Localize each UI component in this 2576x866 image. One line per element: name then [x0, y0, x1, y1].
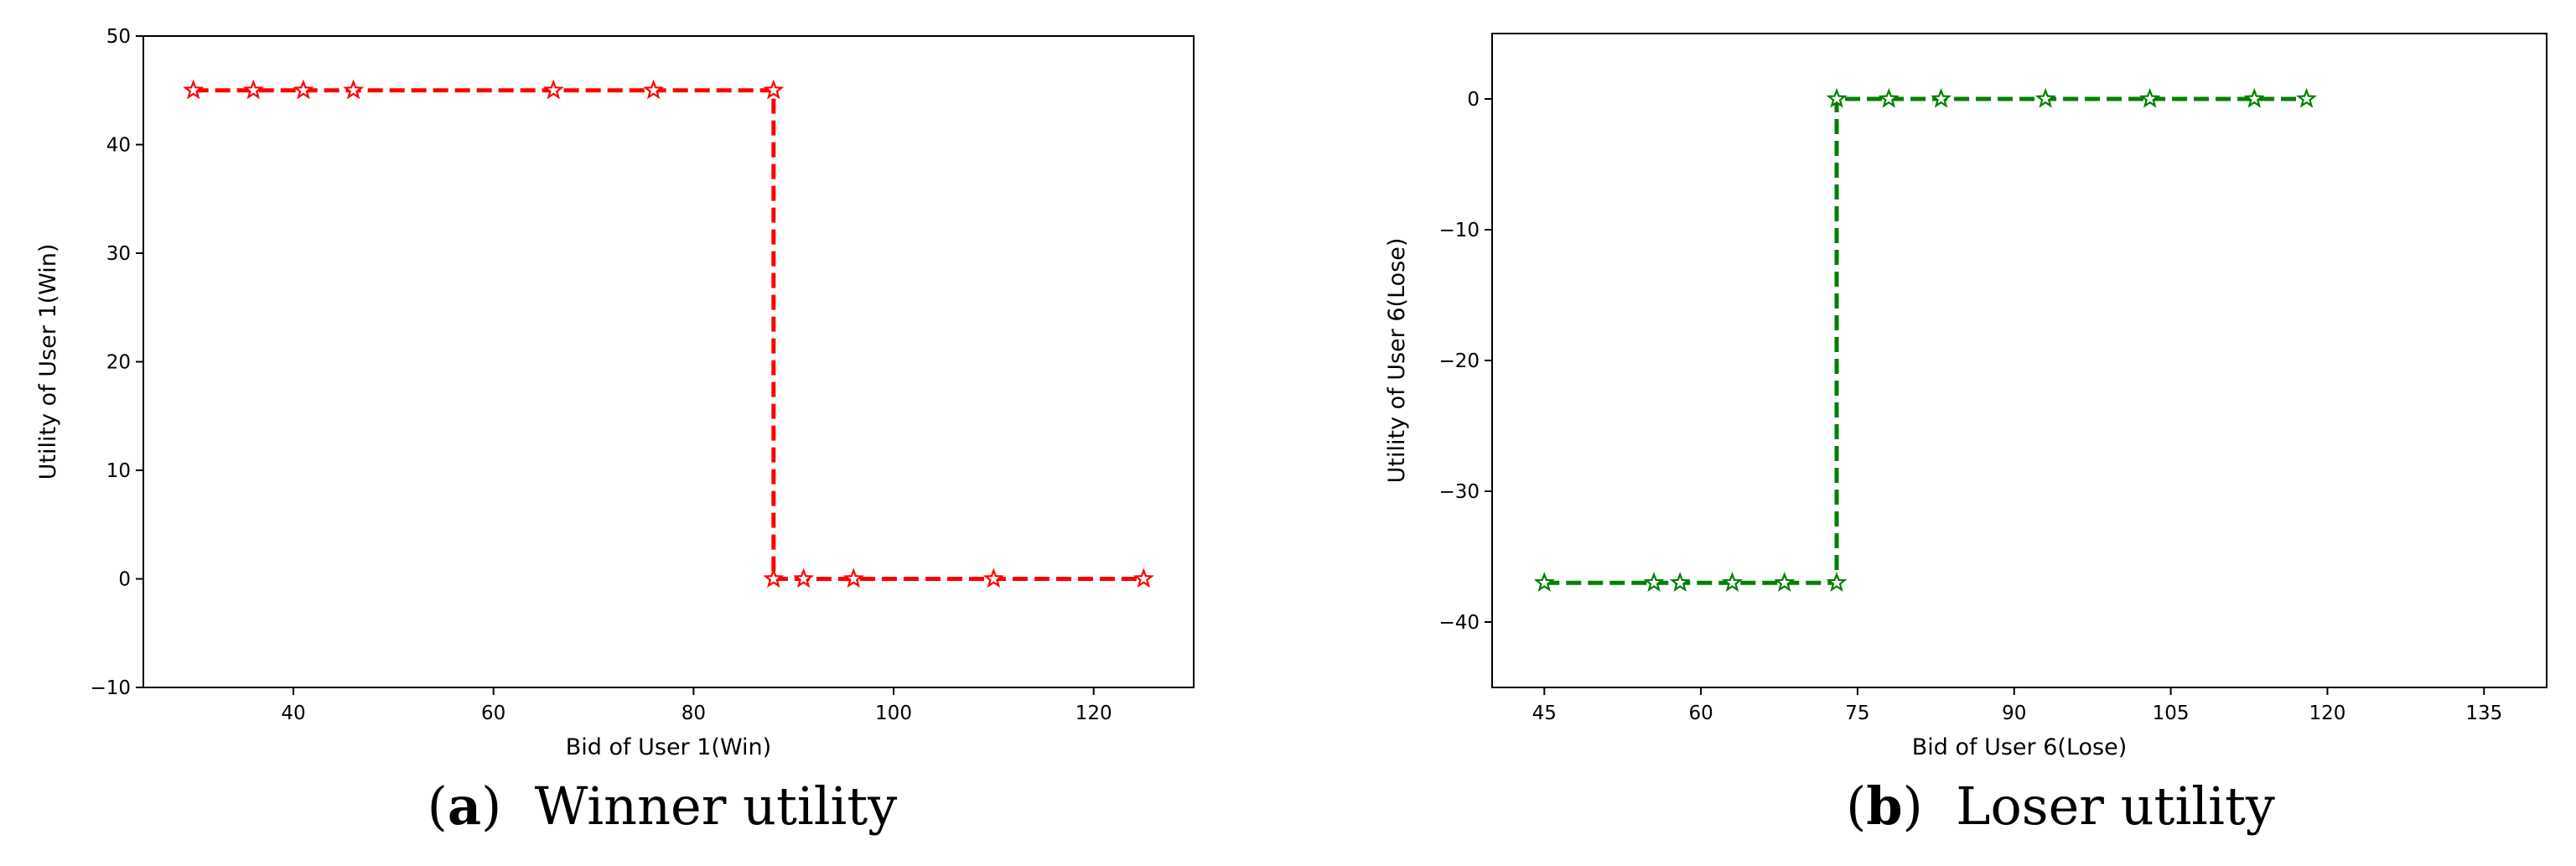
data-point-star [542, 79, 564, 100]
y-tick-label: 20 [106, 352, 131, 374]
data-point-star [2243, 87, 2265, 108]
y-tick-label: 0 [1467, 89, 1480, 111]
y-tick-label: −40 [1438, 612, 1480, 634]
chart-a: 40 60 80 100 120 −10 0 10 20 30 40 50 Bid of User 1(… [35, 26, 1195, 760]
x-tick-label: 40 [281, 703, 305, 724]
data-point-star [1774, 572, 1796, 592]
data-point-star [2296, 87, 2318, 108]
data-point-star [2139, 87, 2161, 108]
y-axis-label: Utility of User 6(Lose) [1384, 238, 1410, 484]
data-point-star [1133, 568, 1154, 589]
data-point-star [2034, 87, 2056, 108]
data-point-star [763, 79, 785, 100]
y-tick-label: 30 [106, 243, 131, 265]
data-point-star [1669, 572, 1691, 592]
x-tick-label: 100 [875, 703, 912, 724]
data-point-star [1826, 87, 1848, 108]
x-tick-label: 75 [1845, 703, 1869, 724]
data-point-star [1721, 572, 1743, 592]
y-tick-label: 50 [106, 26, 131, 48]
x-tick-label: 120 [2309, 703, 2345, 724]
x-tick-label: 105 [2153, 703, 2190, 724]
y-tick-label: 0 [118, 569, 131, 591]
data-point-star [1878, 87, 1900, 108]
data-point-star [763, 568, 785, 589]
chart-b: 45 60 75 90 105 120 135 −40 −30 −20 −10 0 Bid of Use… [1384, 33, 2547, 760]
data-point-star [183, 79, 205, 100]
plot-frame [143, 35, 1195, 688]
x-axis-label: Bid of User 1(Win) [566, 734, 771, 760]
caption-a-letter: a [447, 775, 482, 837]
y-tick-label: −10 [90, 677, 131, 699]
caption-a: (a) Winner utility [427, 775, 898, 837]
data-point-star [1533, 572, 1555, 592]
x-tick-label: 90 [2002, 703, 2026, 724]
caption-a-text: Winner utility [534, 775, 898, 837]
y-tick-label: 40 [106, 135, 131, 157]
caption-b: (b) Loser utility [1846, 775, 2275, 837]
data-point-star [643, 79, 665, 100]
x-axis-label: Bid of User 6(Lose) [1912, 734, 2128, 760]
x-tick-label: 60 [481, 703, 505, 724]
data-point-star [793, 568, 815, 589]
data-point-star [1931, 87, 1952, 108]
x-tick-label: 80 [682, 703, 706, 724]
data-point-star [1826, 572, 1848, 592]
y-axis-label: Utility of User 1(Win) [35, 244, 61, 480]
data-point-star [842, 568, 864, 589]
x-tick-label: 120 [1075, 703, 1112, 724]
series-line [193, 88, 1144, 581]
x-tick-label: 135 [2465, 703, 2502, 724]
caption-b-text: Loser utility [1956, 775, 2275, 837]
y-tick-label: −10 [1438, 220, 1480, 241]
x-tick-label: 45 [1532, 703, 1557, 724]
series-line [1544, 96, 2307, 585]
y-tick-label: −20 [1438, 350, 1480, 372]
caption-b-letter: b [1866, 775, 1903, 837]
data-point-star [982, 568, 1004, 589]
y-tick-label: 10 [106, 460, 131, 482]
data-point-star [293, 79, 314, 100]
x-tick-label: 60 [1688, 703, 1713, 724]
data-point-star [242, 79, 264, 100]
y-tick-label: −30 [1438, 481, 1480, 503]
data-point-star [343, 79, 365, 100]
data-point-star [1643, 572, 1665, 592]
